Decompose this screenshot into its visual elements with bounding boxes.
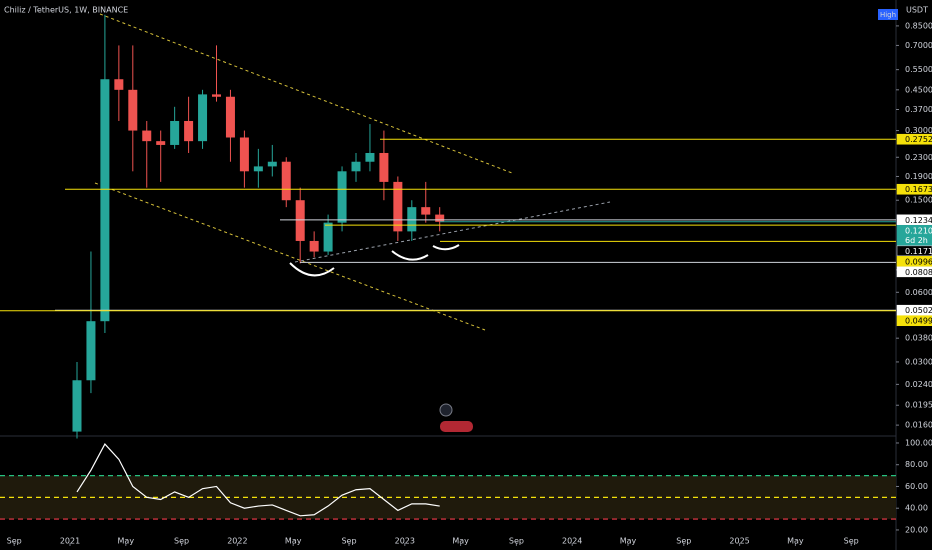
trend-lines (94, 13, 611, 331)
high-label: High (880, 11, 896, 19)
y-tick-label: 0.5500 (905, 65, 932, 74)
price-box (896, 225, 932, 246)
candle-body (309, 240, 319, 252)
currency: USDT (906, 6, 928, 15)
x-tick-label: May (285, 537, 302, 546)
price-label: 0.2752 (905, 135, 932, 144)
pattern-arcs (289, 244, 460, 277)
high-box (878, 9, 898, 20)
x-tick-label: Sep (7, 537, 22, 546)
chart-title: Chiliz / TetherUS, 1W, BINANCE (4, 6, 128, 15)
candle-body (142, 130, 152, 142)
x-tick-label: 2025 (729, 537, 749, 546)
rsi-band (0, 475, 896, 520)
y-tick-label: 0.0300 (905, 357, 932, 366)
x-tick-label: Sep (509, 537, 524, 546)
candle-body (253, 166, 263, 172)
y-tick-label: 0.3000 (905, 126, 932, 135)
candle-body (351, 161, 361, 172)
arc (432, 244, 460, 251)
x-tick-label: 2021 (60, 537, 80, 546)
x-tick-label: May (620, 537, 637, 546)
price-box (896, 133, 932, 145)
badge[interactable] (440, 421, 473, 432)
candle-body (379, 152, 389, 182)
candle-body (100, 79, 110, 322)
x-tick-label: Sep (341, 537, 356, 546)
price-label: 0.0996 (905, 257, 932, 266)
arc (289, 262, 335, 277)
candle-body (239, 137, 249, 172)
candle-body (365, 152, 375, 162)
candle-body (225, 96, 235, 138)
y-tick-label: 0.3700 (905, 105, 932, 114)
candle-body (198, 94, 208, 142)
y-tick-label: 0.8500 (905, 21, 932, 30)
countdown: 6d 2h (905, 236, 928, 245)
y-tick-label: 0.1500 (905, 196, 932, 205)
price-box (896, 304, 932, 316)
price-label: 0.1234 (905, 216, 932, 225)
y-tick-label: 0.0380 (905, 334, 932, 343)
y-tick-label: 0.7000 (905, 41, 932, 50)
y-tick-label: 60.00 (905, 482, 928, 491)
y-tick-label: 0.1900 (905, 172, 932, 181)
candle-body (435, 214, 445, 222)
alert-icon[interactable] (439, 403, 453, 417)
price-label: 0.1210 (905, 226, 932, 235)
candle-body (295, 200, 305, 241)
price-box (896, 214, 932, 226)
candle-body (323, 222, 333, 252)
y-tick-label: 100.00 (905, 438, 932, 447)
x-tick-label: May (787, 537, 804, 546)
x-tick-label: 2022 (227, 537, 247, 546)
y-tick-label: 0.0600 (905, 288, 932, 297)
candle-body (281, 161, 291, 201)
price-label: 0.1171 (905, 247, 932, 256)
x-tick-label: 2024 (562, 537, 582, 546)
candle-body (407, 207, 417, 232)
candle-body (170, 120, 180, 145)
price-box (896, 245, 932, 257)
price-box (896, 256, 932, 267)
arc (391, 250, 429, 261)
candle-body (128, 89, 138, 131)
rsi-line (76, 443, 440, 517)
x-tick-label: Sep (844, 537, 859, 546)
candle-body (421, 207, 431, 215)
candle-body (72, 380, 82, 432)
x-tick-label: 2023 (395, 537, 415, 546)
x-tick-label: May (452, 537, 469, 546)
x-tick-label: Sep (676, 537, 691, 546)
candle-body (156, 141, 166, 145)
price-label: 0.0502 (905, 306, 932, 315)
price-label: 0.1673 (905, 185, 932, 194)
candle-body (337, 171, 347, 223)
y-tick-label: 0.2300 (905, 153, 932, 162)
trend-line (99, 13, 513, 174)
price-label: 0.0499 (905, 317, 932, 326)
candle-body (184, 120, 194, 142)
y-tick-label: 0.0195 (905, 401, 932, 410)
candle-body (114, 79, 124, 90)
y-tick-label: 0.0160 (905, 421, 932, 430)
y-tick-label: 40.00 (905, 504, 928, 513)
y-tick-label: 20.00 (905, 525, 928, 534)
price-box (896, 183, 932, 195)
y-tick-label: 0.4500 (905, 85, 932, 94)
x-tick-label: Sep (174, 537, 189, 546)
candle-body (393, 181, 403, 232)
candle-body (212, 94, 221, 97)
price-label: 0.0808 (905, 268, 932, 277)
y-tick-label: 0.0240 (905, 380, 932, 389)
price-box (896, 315, 932, 327)
candle-body (86, 321, 96, 381)
candle-body (267, 161, 277, 167)
price-box (896, 266, 932, 278)
x-tick-label: May (118, 537, 135, 546)
y-tick-label: 80.00 (905, 460, 928, 469)
